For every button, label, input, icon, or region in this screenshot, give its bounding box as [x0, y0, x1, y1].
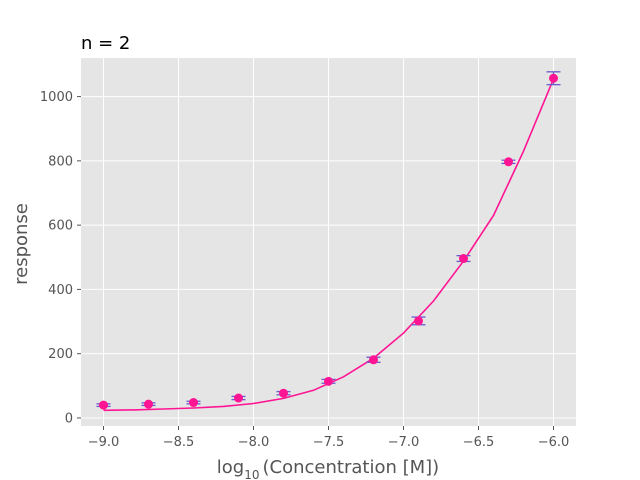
- data-point: [459, 254, 468, 264]
- x-tick-label: −9.0: [88, 435, 120, 450]
- chart-title: n = 2: [81, 33, 130, 54]
- data-point: [189, 398, 198, 408]
- x-axis-label: log10 (Concentration [M]): [217, 457, 439, 480]
- x-tick-label: −6.5: [463, 435, 495, 450]
- data-point: [414, 316, 423, 326]
- x-tick-label: −7.0: [388, 435, 420, 450]
- x-tick-label: −6.0: [538, 435, 570, 450]
- data-point: [549, 73, 558, 83]
- data-point: [369, 355, 378, 365]
- data-point: [324, 376, 333, 386]
- y-tick-label: 200: [48, 347, 73, 362]
- y-tick-label: 800: [48, 154, 73, 169]
- data-point: [234, 393, 243, 403]
- data-point: [504, 157, 513, 167]
- y-axis-ticks: 0 200 400 600 800 1000: [40, 90, 81, 426]
- y-tick-label: 600: [48, 219, 73, 234]
- x-tick-label: −8.0: [238, 435, 270, 450]
- x-axis-ticks: −9.0 −8.5 −8.0 −7.5 −7.0 −6.5 −6.0: [88, 426, 570, 450]
- grid: [81, 58, 576, 426]
- y-tick-label: 1000: [40, 90, 73, 105]
- y-tick-label: 400: [48, 283, 73, 298]
- data-point: [144, 399, 153, 409]
- x-tick-label: −8.5: [163, 435, 195, 450]
- data-points: [96, 71, 561, 410]
- x-tick-label: −7.5: [313, 435, 345, 450]
- data-point: [279, 388, 288, 398]
- data-point: [99, 400, 108, 410]
- y-axis-label: response: [11, 203, 32, 285]
- y-tick-label: 0: [65, 411, 73, 426]
